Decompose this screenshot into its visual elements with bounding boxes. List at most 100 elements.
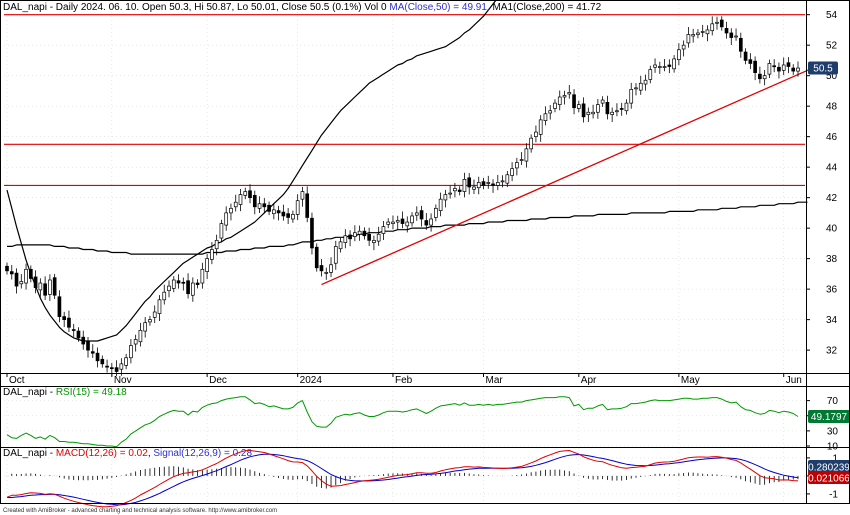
price-tick-label: 50 bbox=[826, 71, 838, 82]
candle-body bbox=[524, 148, 529, 162]
signal-path bbox=[7, 453, 799, 506]
candle-body bbox=[576, 104, 581, 109]
candle-body bbox=[448, 192, 452, 195]
candle-body bbox=[57, 296, 62, 317]
candle-body bbox=[181, 281, 186, 284]
macd-last-label: 0.280239 bbox=[808, 463, 850, 474]
macd-header: DAL_napi - MACD(12,26) = 0.02, Signal(12… bbox=[3, 448, 252, 459]
candle-body bbox=[276, 210, 281, 214]
rsi-tick-label: 70 bbox=[827, 396, 839, 407]
month-labels: Oct Nov Dec 2024 Feb Mar Apr May Jun bbox=[6, 373, 802, 386]
candle-body bbox=[729, 32, 734, 38]
candle-body bbox=[615, 110, 619, 113]
candle-body bbox=[219, 223, 224, 239]
candle-body bbox=[395, 220, 400, 223]
candle-body bbox=[705, 29, 710, 35]
candle-body bbox=[281, 211, 286, 217]
candle-body bbox=[210, 249, 214, 260]
candle-body bbox=[605, 101, 610, 115]
candle-body bbox=[753, 60, 757, 73]
candle-body bbox=[367, 233, 371, 241]
candle-body bbox=[586, 111, 591, 115]
candle-body bbox=[681, 44, 686, 50]
candle-body bbox=[110, 367, 114, 370]
candle-body bbox=[86, 341, 90, 351]
candle-body bbox=[272, 209, 276, 215]
candle-body bbox=[129, 345, 133, 359]
candle-body bbox=[777, 66, 781, 72]
candle-body bbox=[195, 282, 200, 285]
price-tick-label: 44 bbox=[826, 163, 838, 174]
price-tick-label: 52 bbox=[826, 41, 838, 52]
macd-label: MACD(12,26) = 0.02 bbox=[56, 448, 148, 459]
candle-body bbox=[453, 188, 457, 192]
candle-body bbox=[634, 87, 638, 90]
month-label: Feb bbox=[395, 375, 413, 386]
candle-body bbox=[657, 66, 662, 68]
candle-body bbox=[495, 182, 500, 186]
month-label: May bbox=[681, 375, 700, 386]
candle-body bbox=[100, 358, 105, 365]
macd-last-tag: 0.280239 bbox=[808, 460, 850, 474]
rsi-grid bbox=[4, 387, 805, 447]
candle-body bbox=[176, 280, 181, 284]
macd-line bbox=[6, 450, 799, 508]
month-label: Nov bbox=[114, 375, 132, 386]
macd-tick-label: -1 bbox=[829, 489, 838, 500]
macd-path bbox=[6, 450, 799, 508]
ma50-line bbox=[6, 0, 497, 342]
signal-line bbox=[7, 453, 799, 506]
candle-body bbox=[591, 111, 595, 115]
candle-body bbox=[24, 268, 28, 284]
candle-body bbox=[738, 37, 743, 52]
price-grid bbox=[4, 4, 805, 373]
candle-body bbox=[90, 351, 95, 354]
candle-body bbox=[105, 365, 109, 368]
candle-body bbox=[286, 213, 290, 218]
candle-body bbox=[410, 215, 414, 224]
candle-body bbox=[557, 96, 562, 105]
macd-sep2: , bbox=[148, 448, 154, 459]
month-label: Oct bbox=[9, 375, 25, 386]
candle-body bbox=[686, 34, 691, 44]
candle-body bbox=[791, 67, 796, 72]
candle-body bbox=[262, 203, 267, 208]
candle-body bbox=[476, 182, 481, 189]
support-resistance-lines bbox=[4, 14, 805, 187]
candle-body bbox=[114, 367, 119, 372]
candle-body bbox=[324, 272, 329, 274]
candle-body bbox=[529, 137, 533, 150]
candle-body bbox=[224, 212, 229, 226]
candle-body bbox=[419, 210, 424, 220]
price-tick-label: 38 bbox=[826, 254, 838, 265]
candle-body bbox=[643, 79, 648, 85]
candle-body bbox=[567, 92, 572, 95]
candle-body bbox=[743, 51, 748, 61]
candle-body bbox=[610, 111, 614, 115]
candle-body bbox=[386, 221, 391, 225]
candle-body bbox=[67, 317, 71, 328]
macd-panel: -101 0.280239 0.021066 DAL_napi - MACD(1… bbox=[3, 448, 850, 508]
price-tick-label: 36 bbox=[826, 285, 838, 296]
header-symbol: DAL_napi bbox=[3, 2, 47, 13]
candle-body bbox=[629, 89, 634, 104]
candle-body bbox=[553, 102, 557, 109]
signal-label: Signal(12,26,9) = 0.28 bbox=[153, 448, 252, 459]
candle-body bbox=[314, 246, 319, 269]
price-y-axis: 32 34 36 38 40 42 44 46 48 50 52 54 bbox=[806, 10, 838, 357]
candle-body bbox=[33, 276, 38, 288]
candle-body bbox=[648, 69, 653, 80]
candle-body bbox=[119, 363, 124, 370]
candle-body bbox=[305, 193, 310, 218]
candle-body bbox=[52, 277, 57, 296]
price-tick-label: 42 bbox=[826, 193, 838, 204]
candle-body bbox=[391, 221, 395, 224]
rsi-tick-label: 30 bbox=[827, 426, 839, 437]
macd-grid bbox=[4, 448, 805, 502]
candle-body bbox=[62, 316, 67, 320]
price-panel: 32 34 36 38 40 42 44 46 48 50 52 54 Oct Nov Dec 2024 Fe… bbox=[3, 0, 838, 386]
candle-body bbox=[424, 220, 429, 226]
candle-body bbox=[638, 82, 643, 91]
candle-body bbox=[772, 65, 777, 68]
